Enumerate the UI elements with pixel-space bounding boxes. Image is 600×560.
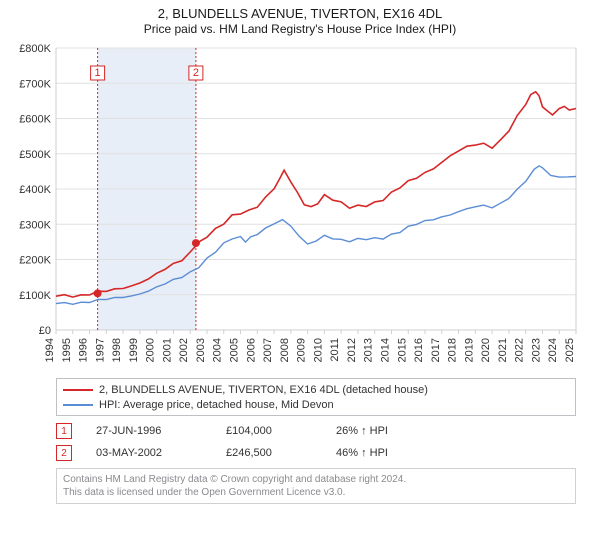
legend-swatch: [63, 389, 93, 391]
svg-text:£100K: £100K: [19, 290, 51, 302]
svg-text:£600K: £600K: [19, 114, 51, 126]
history-index-box: 2: [56, 445, 72, 461]
svg-text:2004: 2004: [212, 338, 224, 362]
svg-text:2006: 2006: [245, 338, 257, 362]
chart-subtitle: Price paid vs. HM Land Registry's House …: [8, 22, 592, 36]
svg-text:2018: 2018: [447, 338, 459, 362]
svg-text:1995: 1995: [61, 338, 73, 362]
svg-text:2001: 2001: [161, 338, 173, 362]
svg-text:2012: 2012: [346, 338, 358, 362]
legend-item: HPI: Average price, detached house, Mid …: [63, 397, 569, 412]
svg-text:2014: 2014: [379, 338, 391, 362]
footer-line: This data is licensed under the Open Gov…: [63, 487, 345, 498]
sale-history-table: 1 27-JUN-1996£104,00026% ↑ HPI 2 03-MAY-200…: [56, 420, 576, 464]
svg-text:1999: 1999: [128, 338, 140, 362]
svg-text:£800K: £800K: [19, 43, 51, 55]
chart-area: £0 £100K £200K £300K £400K £500K £600K £700K £80…: [8, 42, 592, 372]
svg-text:£0: £0: [39, 325, 51, 337]
history-date: 03-MAY-2002: [96, 447, 226, 459]
svg-text:2009: 2009: [296, 338, 308, 362]
legend-label: 2, BLUNDELLS AVENUE, TIVERTON, EX16 4DL …: [99, 384, 428, 396]
svg-text:2000: 2000: [145, 338, 157, 362]
svg-text:2020: 2020: [480, 338, 492, 362]
svg-text:2025: 2025: [564, 338, 576, 362]
svg-text:2: 2: [193, 67, 199, 79]
history-diff: 26% ↑ HPI: [336, 425, 456, 437]
legend-box: 2, BLUNDELLS AVENUE, TIVERTON, EX16 4DL …: [56, 378, 576, 416]
svg-text:2017: 2017: [430, 338, 442, 362]
legend-swatch: [63, 404, 93, 406]
svg-text:1996: 1996: [78, 338, 90, 362]
svg-text:£700K: £700K: [19, 78, 51, 90]
svg-text:2007: 2007: [262, 338, 274, 362]
svg-text:2019: 2019: [463, 338, 475, 362]
svg-text:2015: 2015: [396, 338, 408, 362]
svg-text:1: 1: [95, 67, 101, 79]
history-price: £246,500: [226, 447, 336, 459]
svg-text:2022: 2022: [514, 338, 526, 362]
svg-text:2008: 2008: [279, 338, 291, 362]
svg-text:2005: 2005: [229, 338, 241, 362]
line-chart-svg: £0 £100K £200K £300K £400K £500K £600K £700K £80…: [8, 42, 592, 372]
history-row: 2 03-MAY-2002£246,50046% ↑ HPI: [56, 442, 576, 464]
svg-text:2016: 2016: [413, 338, 425, 362]
chart-title: 2, BLUNDELLS AVENUE, TIVERTON, EX16 4DL: [8, 6, 592, 21]
footer-line: Contains HM Land Registry data © Crown c…: [63, 474, 406, 485]
history-date: 27-JUN-1996: [96, 425, 226, 437]
svg-text:2021: 2021: [497, 338, 509, 362]
svg-text:£500K: £500K: [19, 149, 51, 161]
svg-text:2010: 2010: [312, 338, 324, 362]
attribution-footer: Contains HM Land Registry data © Crown c…: [56, 468, 576, 504]
svg-text:1994: 1994: [44, 338, 56, 362]
svg-text:2002: 2002: [178, 338, 190, 362]
svg-text:£200K: £200K: [19, 255, 51, 267]
svg-text:2011: 2011: [329, 338, 341, 362]
legend-label: HPI: Average price, detached house, Mid …: [99, 399, 334, 411]
svg-text:£300K: £300K: [19, 219, 51, 231]
legend-item: 2, BLUNDELLS AVENUE, TIVERTON, EX16 4DL …: [63, 382, 569, 397]
history-diff: 46% ↑ HPI: [336, 447, 456, 459]
svg-text:2003: 2003: [195, 338, 207, 362]
svg-text:£400K: £400K: [19, 184, 51, 196]
history-price: £104,000: [226, 425, 336, 437]
svg-text:1998: 1998: [111, 338, 123, 362]
svg-text:2024: 2024: [547, 338, 559, 362]
history-index-box: 1: [56, 423, 72, 439]
svg-text:2013: 2013: [363, 338, 375, 362]
svg-text:1997: 1997: [94, 338, 106, 362]
svg-text:2023: 2023: [530, 338, 542, 362]
history-row: 1 27-JUN-1996£104,00026% ↑ HPI: [56, 420, 576, 442]
